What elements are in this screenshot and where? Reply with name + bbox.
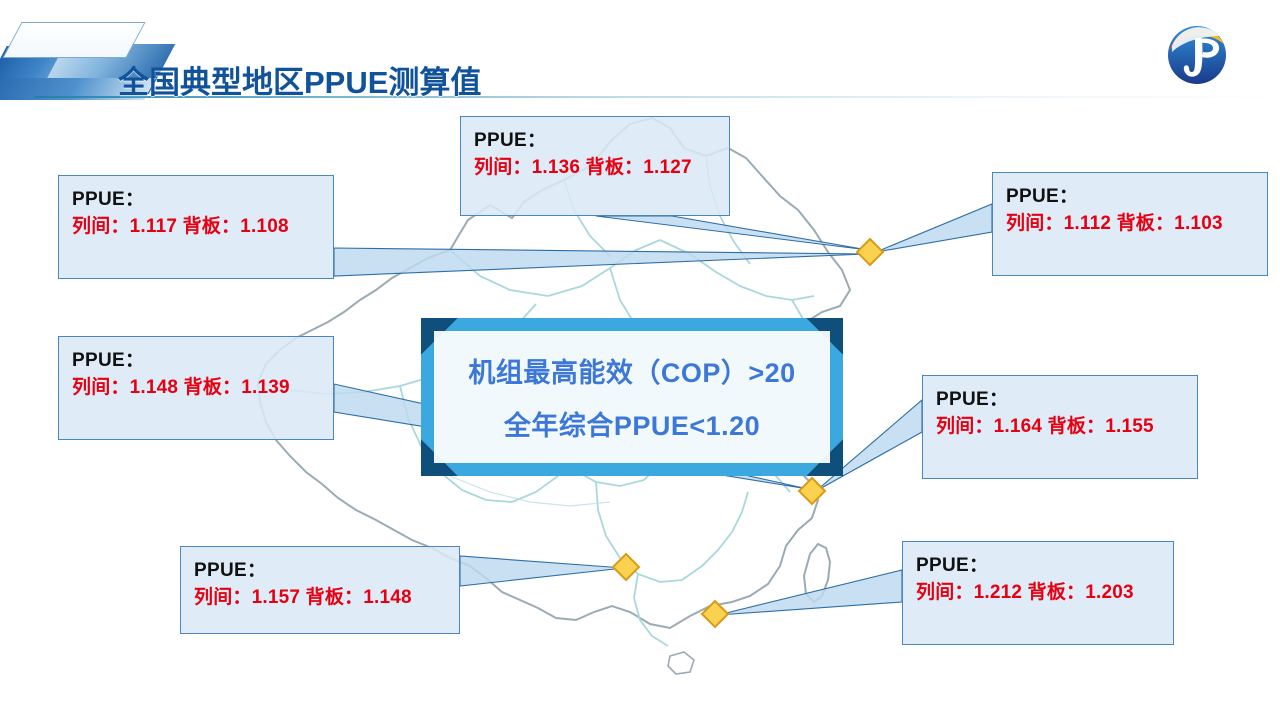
ppue-values: 列间：1.212 背板：1.203	[916, 581, 1134, 603]
callout-east: PPUE： 列间：1.164 背板：1.155	[922, 375, 1198, 479]
company-logo	[1162, 22, 1232, 88]
center-highlight-line-2: 全年综合PPUE<1.20	[503, 411, 761, 441]
header-divider-line	[34, 96, 1280, 98]
ppue-label: PPUE：	[474, 130, 547, 151]
ppue-values: 列间：1.136 背板：1.127	[474, 156, 692, 178]
ppue-label: PPUE：	[1006, 186, 1079, 207]
center-highlight-box: 机组最高能效（COP）>20 全年综合PPUE<1.20	[421, 318, 843, 476]
ppue-values: 列间：1.164 背板：1.155	[936, 415, 1154, 437]
callout-southwest: PPUE： 列间：1.157 背板：1.148	[180, 546, 460, 634]
callout-south: PPUE： 列间：1.212 背板：1.203	[902, 541, 1174, 645]
callout-west: PPUE： 列间：1.148 背板：1.139	[58, 336, 334, 440]
ppue-label: PPUE：	[194, 560, 267, 581]
callout-northwest: PPUE： 列间：1.117 背板：1.108	[58, 175, 334, 279]
ppue-label: PPUE：	[936, 389, 1009, 410]
callout-northeast: PPUE： 列间：1.112 背板：1.103	[992, 172, 1268, 276]
ppue-values: 列间：1.157 背板：1.148	[194, 586, 412, 608]
map-hainan	[667, 651, 695, 675]
center-highlight-line-1: 机组最高能效（COP）>20	[468, 358, 796, 388]
page-title: 全国典型地区PPUE测算值	[118, 64, 482, 100]
ppue-label: PPUE：	[72, 189, 145, 210]
slide-header: 全国典型地区PPUE测算值	[0, 0, 1280, 108]
map-taiwan	[802, 542, 832, 604]
ppue-label: PPUE：	[72, 350, 145, 371]
ppue-values: 列间：1.148 背板：1.139	[72, 376, 290, 398]
ppue-values: 列间：1.112 背板：1.103	[1006, 212, 1223, 234]
header-chevron-outline	[2, 22, 146, 58]
ppue-values: 列间：1.117 背板：1.108	[72, 215, 289, 237]
callout-north: PPUE： 列间：1.136 背板：1.127	[460, 116, 730, 216]
ppue-label: PPUE：	[916, 555, 989, 576]
center-highlight-content: 机组最高能效（COP）>20 全年综合PPUE<1.20	[434, 331, 830, 463]
